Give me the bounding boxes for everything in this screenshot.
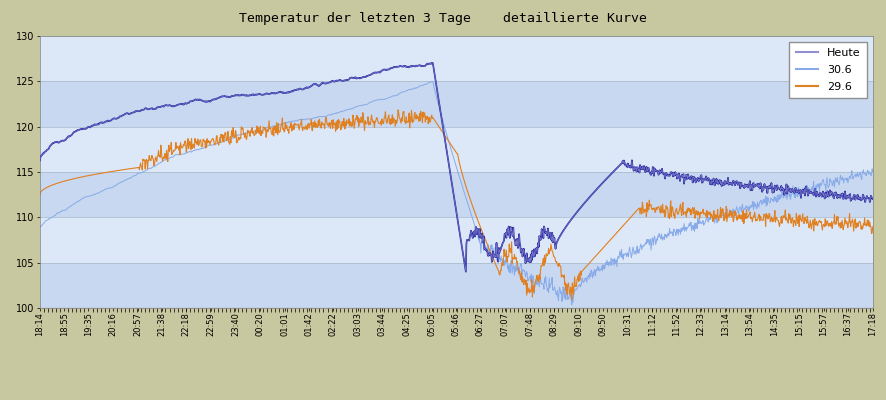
Bar xyxy=(40,263,873,308)
Legend: Heute, 30.6, 29.6: Heute, 30.6, 29.6 xyxy=(789,42,867,98)
Bar xyxy=(40,127,873,172)
Bar xyxy=(40,172,873,217)
Bar xyxy=(40,81,873,127)
Text: Temperatur der letzten 3 Tage    detaillierte Kurve: Temperatur der letzten 3 Tage detaillier… xyxy=(239,12,647,25)
Bar xyxy=(40,36,873,81)
Bar xyxy=(40,217,873,263)
